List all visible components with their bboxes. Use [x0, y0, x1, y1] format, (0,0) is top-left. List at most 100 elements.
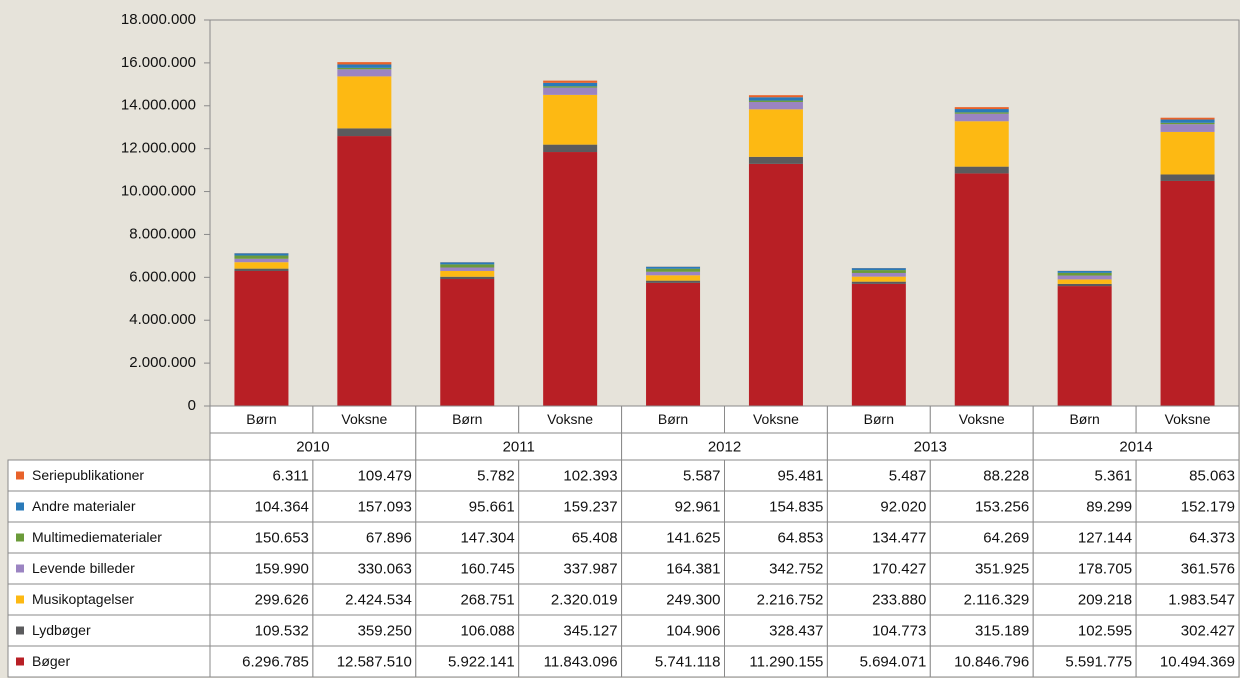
bar-segment	[234, 255, 289, 259]
table-cell	[518, 405, 623, 434]
table-value: 11.843.096	[544, 653, 618, 670]
table-value: 160.745	[460, 560, 514, 577]
table-value: 95.481	[778, 467, 824, 484]
table-value: 153.256	[975, 498, 1029, 515]
bar-segment	[748, 95, 803, 98]
table-cell	[518, 645, 623, 678]
table-cell	[929, 645, 1034, 678]
legend-label: Musikoptagelser	[32, 591, 134, 607]
table-cell	[1032, 614, 1137, 647]
table-cell	[1135, 583, 1240, 616]
table-cell	[415, 432, 623, 461]
x-tick-label: Børn	[246, 411, 276, 427]
bar-segment	[234, 270, 289, 406]
table-value: 330.063	[358, 560, 412, 577]
table-value: 11.290.155	[749, 653, 823, 670]
x-tick-label: Børn	[864, 411, 894, 427]
table-value: 88.228	[983, 467, 1029, 484]
table-cell	[1135, 614, 1240, 647]
table-value: 5.741.118	[655, 653, 721, 670]
x-tick-label: Voksne	[1165, 411, 1211, 427]
bar-segment	[543, 152, 598, 406]
table-cell	[929, 490, 1034, 523]
table-cell	[826, 583, 931, 616]
table-value: 5.591.775	[1065, 653, 1132, 670]
bar-segment	[748, 109, 803, 157]
table-cell	[415, 552, 520, 585]
bar-segment	[1057, 283, 1112, 287]
group-label: 2012	[708, 438, 741, 455]
table-value: 302.427	[1181, 622, 1235, 639]
table-cell	[1135, 521, 1240, 554]
bar-segment	[543, 87, 598, 95]
table-value: 345.127	[563, 622, 617, 639]
table-value: 104.364	[255, 498, 309, 515]
table-value: 337.987	[563, 560, 617, 577]
table-value: 92.020	[880, 498, 926, 515]
y-tick-label: 18.000.000	[121, 11, 196, 28]
table-cell	[312, 459, 417, 492]
table-value: 249.300	[666, 591, 720, 608]
bar-segment	[440, 270, 495, 277]
table-cell	[7, 645, 211, 678]
bar-segment	[1160, 131, 1215, 175]
bar-segment	[851, 270, 906, 273]
bar-segment	[851, 272, 906, 277]
table-value: 89.299	[1086, 498, 1132, 515]
table-value: 64.269	[983, 529, 1029, 546]
table-cell	[724, 459, 828, 492]
bar-segment	[1160, 122, 1215, 125]
table-cell	[415, 645, 520, 678]
bar-segment	[1057, 286, 1112, 406]
table-value: 5.922.141	[448, 653, 515, 670]
table-value: 64.373	[1189, 529, 1235, 546]
table-value: 328.437	[769, 622, 823, 639]
table-value: 359.250	[358, 622, 412, 639]
y-tick-label: 12.000.000	[121, 140, 196, 157]
table-cell	[1135, 459, 1240, 492]
y-tick-label: 6.000.000	[129, 268, 196, 285]
bar-segment	[337, 76, 392, 129]
table-cell	[415, 583, 520, 616]
bar-segment	[234, 268, 289, 271]
x-tick-label: Voksne	[547, 411, 593, 427]
table-value: 2.320.019	[551, 591, 618, 608]
bar-segment	[337, 136, 392, 406]
bar-segment	[748, 101, 803, 110]
bar-segment	[1160, 117, 1215, 120]
legend-key	[16, 657, 24, 666]
bar-segment	[440, 262, 495, 265]
bar-segment	[337, 62, 392, 65]
table-value: 170.427	[872, 560, 926, 577]
table-value: 152.179	[1181, 498, 1235, 515]
legend-label: Andre materialer	[32, 498, 136, 514]
table-cell	[312, 405, 417, 434]
bar-segment	[954, 113, 1009, 122]
bar-segment	[234, 258, 289, 263]
legend-label: Bøger	[32, 653, 70, 669]
x-tick-label: Børn	[658, 411, 688, 427]
table-value: 147.304	[460, 529, 514, 546]
table-cell	[312, 521, 417, 554]
table-value: 109.532	[255, 622, 309, 639]
bar-segment	[543, 94, 598, 145]
legend-key	[16, 471, 24, 480]
table-cell	[312, 490, 417, 523]
table-cell	[724, 552, 828, 585]
bar-segment	[646, 275, 701, 281]
bar-segment	[646, 280, 701, 283]
table-cell	[621, 614, 725, 647]
bar-segment	[1057, 275, 1112, 280]
table-value: 134.477	[872, 529, 926, 546]
y-tick-label: 0	[188, 397, 196, 414]
table-value: 141.625	[666, 529, 720, 546]
group-label: 2010	[296, 438, 329, 455]
table-value: 299.626	[255, 591, 309, 608]
group-label: 2014	[1119, 438, 1152, 455]
bar-segment	[440, 264, 495, 268]
table-cell	[826, 614, 931, 647]
table-cell	[929, 521, 1034, 554]
table-cell	[7, 583, 211, 616]
bar-segment	[234, 253, 289, 256]
